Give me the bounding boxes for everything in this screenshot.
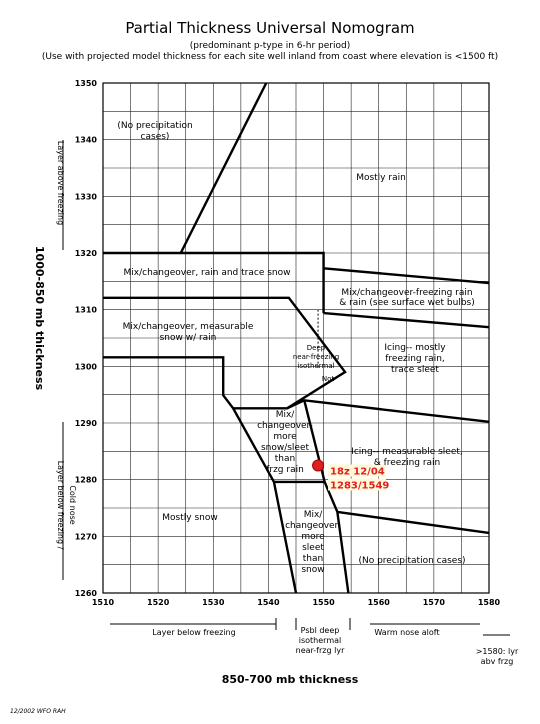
y-tick-label: 1300	[75, 362, 98, 371]
annotation: isothermal	[299, 636, 341, 645]
brackets	[62, 140, 510, 636]
annotation: & freezing rain	[374, 458, 441, 468]
y-tick-label: 1270	[75, 532, 98, 541]
annotation: snow/sleet	[261, 443, 310, 453]
label-box	[328, 464, 387, 477]
data-label: 1283/1549	[330, 481, 389, 492]
x-tick-label: 1530	[202, 598, 225, 607]
annotation: isothermal	[297, 362, 334, 370]
boundary-line	[103, 356, 298, 594]
x-tick-label: 1510	[92, 598, 115, 607]
annotation: (No precipitation	[117, 121, 192, 131]
boundary-line	[179, 82, 268, 254]
annotation: frzg rain	[266, 465, 304, 475]
annotation: changeover-	[257, 421, 313, 431]
annotation: Warm nose aloft	[374, 628, 439, 637]
y-tick-label: 1340	[75, 136, 98, 145]
x-tick-label: 1540	[257, 598, 280, 607]
x-tick-label: 1520	[147, 598, 170, 607]
annotation: more	[273, 432, 297, 442]
y-tick-label: 1260	[75, 589, 98, 598]
annotation: Deep	[307, 344, 326, 352]
annotation: snow w/ rain	[160, 333, 217, 343]
annotation: near-freezing	[293, 353, 339, 361]
x-tick-label: 1570	[423, 598, 446, 607]
annotation: Not	[322, 375, 335, 383]
y-tick-label: 1310	[75, 306, 98, 315]
annotation: Layer below freezing	[152, 628, 235, 637]
y-axis-title: 1000-850 mb thickness	[33, 246, 46, 391]
boundary-line	[337, 510, 490, 535]
subtitle: (predominant p-type in 6-hr period)	[190, 41, 350, 51]
annotation: more	[301, 532, 325, 542]
annotation: Layer below freezing /	[56, 461, 65, 550]
annotation: Mix/	[304, 510, 324, 520]
annotation: Mix/changeover, rain and trace snow	[124, 268, 291, 278]
annotation: Mix/changeover-freezing rain	[341, 288, 472, 298]
annotation: (No precipitation cases)	[358, 556, 465, 566]
boundary-line	[323, 267, 490, 285]
annotation: cases)	[141, 132, 170, 142]
boundary-line	[103, 251, 325, 314]
annotation: Cold nose	[68, 485, 77, 524]
annotation: snow	[301, 565, 324, 575]
x-tick-label: 1550	[312, 598, 335, 607]
annotation: 12/2002 WFO RAH	[10, 708, 66, 715]
y-tick-label: 1350	[75, 79, 98, 88]
annotation: Icing-- mostly	[384, 343, 446, 353]
annotation: Layer above freezing	[56, 141, 65, 225]
annotation: sleet	[302, 543, 324, 553]
label-box	[328, 478, 387, 491]
chart-title: Partial Thickness Universal Nomogram	[125, 19, 414, 37]
data-label: 18z 12/04	[330, 467, 385, 478]
annotation: Mostly rain	[356, 173, 406, 183]
y-tick-label: 1320	[75, 249, 98, 258]
annotation: Mix/	[276, 410, 296, 420]
y-tick-label: 1280	[75, 476, 98, 485]
annotation: Mix/changeover, measurable	[123, 322, 254, 332]
annotation: abv frzg	[481, 657, 514, 666]
annotation: & rain (see surface wet bulbs)	[339, 298, 475, 308]
boundary-line	[103, 296, 347, 410]
y-tick-label: 1330	[75, 192, 98, 201]
annotation: changeover-	[285, 521, 341, 531]
annotation: >1580: lyr	[476, 647, 519, 656]
boundary-line	[286, 399, 490, 424]
x-tick-label: 1580	[478, 598, 501, 607]
annotation: freezing rain,	[385, 354, 445, 364]
annotation: than	[275, 454, 295, 464]
subtitle: (Use with projected model thickness for …	[42, 52, 498, 62]
annotation: Mostly snow	[162, 513, 217, 523]
annotation: Icing-- measurable sleet,	[351, 447, 463, 457]
data-point	[312, 459, 325, 472]
annotation: near-frzg lyr	[296, 646, 345, 655]
annotation: Psbl deep	[301, 626, 340, 635]
x-axis-title: 850-700 mb thickness	[222, 673, 359, 686]
annotation: trace sleet	[391, 365, 439, 375]
x-tick-label: 1560	[368, 598, 391, 607]
boundary-line	[303, 400, 350, 594]
boundary-line	[323, 311, 490, 329]
y-tick-label: 1290	[75, 419, 98, 428]
annotation: than	[303, 554, 323, 564]
